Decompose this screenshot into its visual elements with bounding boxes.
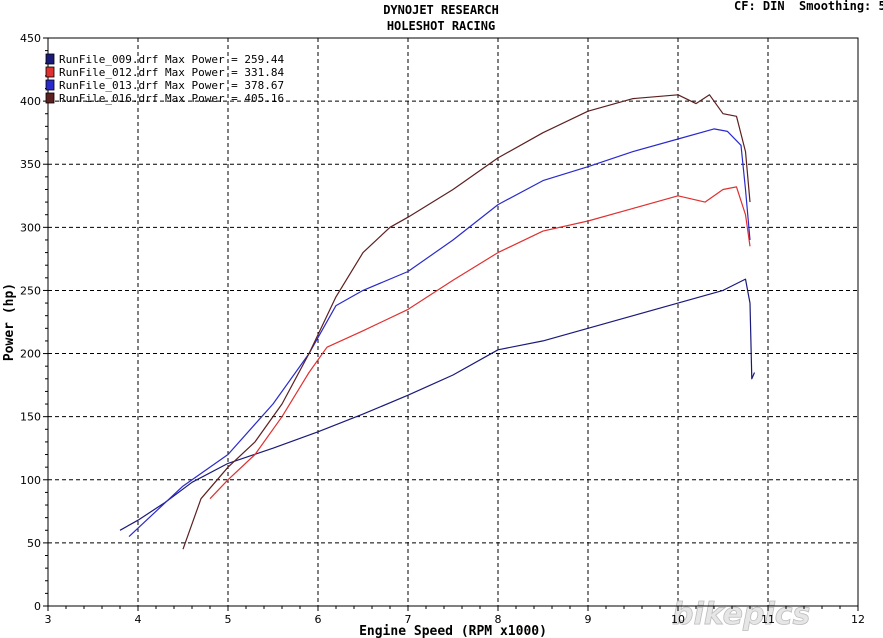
x-axis-ticks: 3 4 5 6 7 8 9 10 11 12 — [45, 606, 865, 626]
y-tick-label: 200 — [20, 348, 41, 361]
y-tick-label: 450 — [20, 32, 41, 45]
y-axis-label: Power (hp) — [2, 283, 17, 361]
x-tick-label: 8 — [495, 613, 502, 626]
series-2 — [209, 186, 751, 500]
y-tick-label: 100 — [20, 474, 41, 487]
x-tick-label: 4 — [135, 613, 142, 626]
series-line — [128, 128, 751, 538]
series-3 — [128, 128, 751, 538]
x-tick-label: 5 — [225, 613, 232, 626]
y-tick-label: 300 — [20, 221, 41, 234]
x-axis-label: Engine Speed (RPM x1000) — [359, 624, 547, 638]
y-tick-label: 50 — [27, 537, 41, 550]
chart-title-line1: DYNOJET RESEARCH — [383, 3, 499, 17]
watermark-logo: bikepics — [672, 597, 810, 632]
series-line — [119, 278, 756, 531]
chart-title-line2: HOLESHOT RACING — [387, 19, 495, 33]
x-tick-label: 12 — [851, 613, 865, 626]
legend-entry: RunFile_016.drf Max Power = 405.16 — [59, 92, 284, 105]
series-line — [182, 94, 751, 550]
legend-entry: RunFile_009.drf Max Power = 259.44 — [59, 53, 285, 66]
y-tick-label: 350 — [20, 158, 41, 171]
y-tick-label: 150 — [20, 411, 41, 424]
legend-swatch — [45, 66, 55, 78]
y-tick-label: 250 — [20, 284, 41, 297]
x-tick-label: 6 — [315, 613, 322, 626]
y-tick-label: 400 — [20, 95, 41, 108]
legend: RunFile_009.drf Max Power = 259.44RunFil… — [45, 53, 285, 105]
x-tick-label: 11 — [761, 613, 775, 626]
x-tick-label: 7 — [405, 613, 412, 626]
plot-area-border — [47, 37, 859, 607]
grid-lines — [48, 38, 858, 606]
x-tick-label: 3 — [45, 613, 52, 626]
series-layer — [119, 94, 756, 550]
watermark-layer: bikepics — [672, 597, 811, 633]
legend-swatch — [45, 53, 55, 65]
y-tick-label: 0 — [34, 600, 41, 613]
x-tick-label: 10 — [671, 613, 685, 626]
series-1 — [119, 278, 756, 531]
legend-entry: RunFile_013.drf Max Power = 378.67 — [59, 79, 284, 92]
legend-swatch — [45, 79, 55, 91]
legend-swatch — [45, 92, 55, 104]
y-axis-ticks: 0 50 100 150 200 250 300 350 400 450 — [20, 32, 48, 613]
legend-entry: RunFile_012.drf Max Power = 331.84 — [59, 66, 285, 79]
series-4 — [182, 94, 751, 550]
x-tick-label: 9 — [585, 613, 592, 626]
series-line — [209, 186, 751, 500]
settings-label: CF: DIN Smoothing: 5 — [734, 0, 883, 13]
